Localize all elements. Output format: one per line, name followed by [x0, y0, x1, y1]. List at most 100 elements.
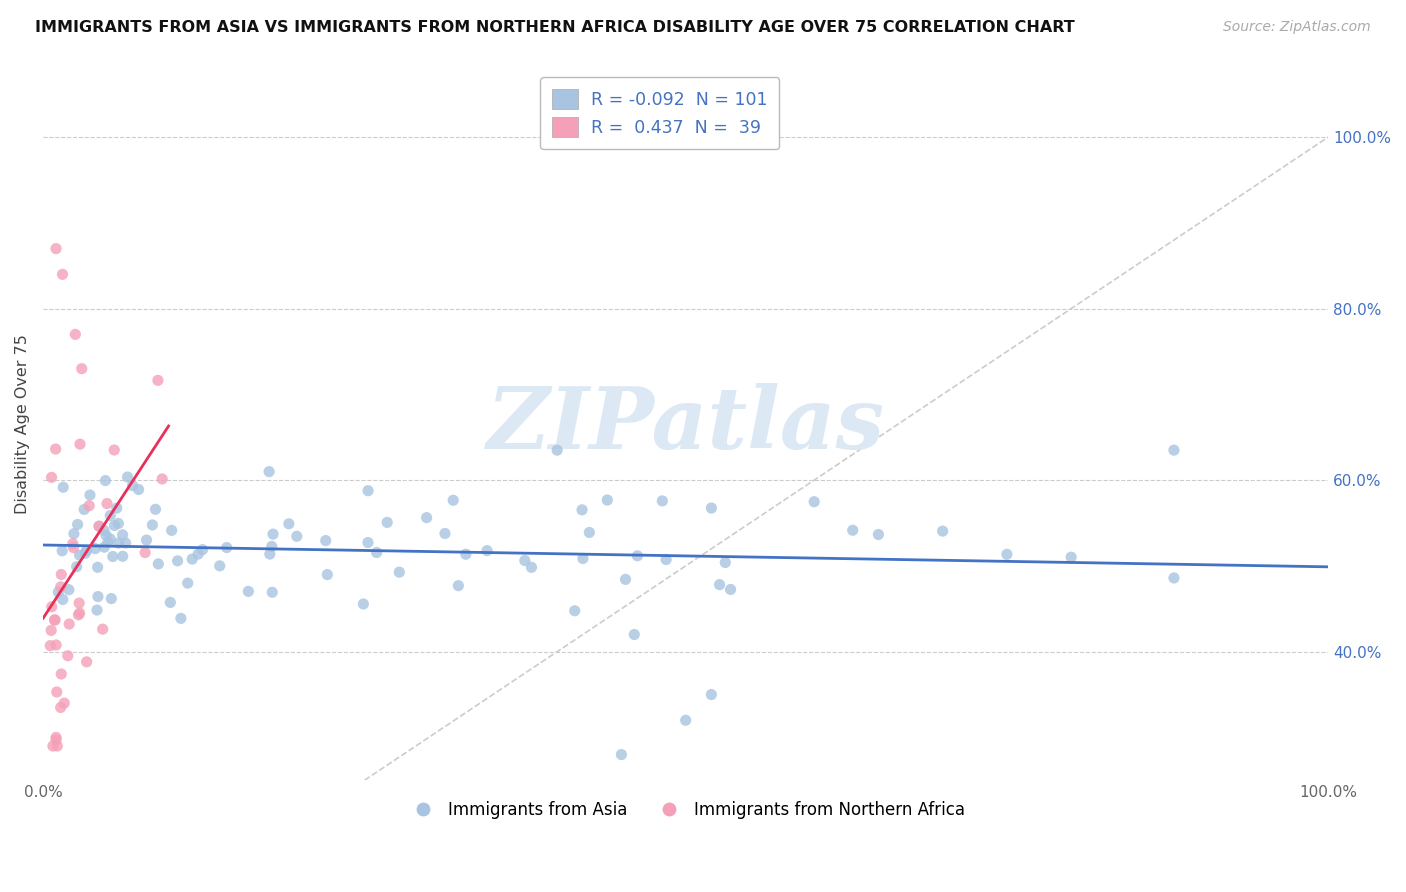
Point [45, 731, 67, 745]
Point [181, 552, 204, 566]
Point [1060, 550, 1083, 565]
Point [46, 739, 69, 753]
Point [62, 541, 84, 555]
Point [626, 549, 648, 563]
Point [63, 526, 86, 541]
Point [96, 497, 118, 511]
Point [117, 470, 139, 484]
Point [58, 617, 80, 632]
Point [433, 526, 456, 541]
Point [709, 577, 731, 591]
Point [357, 483, 380, 498]
Point [720, 582, 742, 597]
Point [995, 547, 1018, 561]
Point [610, 747, 633, 762]
Point [107, 536, 129, 550]
Point [44, 613, 66, 627]
Point [42, 739, 65, 753]
Point [86, 603, 108, 617]
Point [191, 542, 214, 557]
Point [375, 516, 398, 530]
Point [260, 540, 283, 554]
Point [546, 443, 568, 458]
Point [141, 517, 163, 532]
Point [93, 540, 115, 554]
Point [75, 546, 97, 560]
Point [94, 474, 117, 488]
Point [177, 576, 200, 591]
Point [655, 552, 678, 566]
Point [70, 361, 93, 376]
Point [87, 519, 110, 533]
Point [475, 543, 498, 558]
Point [41, 470, 63, 484]
Point [146, 373, 169, 387]
Point [257, 465, 280, 479]
Point [277, 516, 299, 531]
Point [73, 502, 96, 516]
Point [170, 611, 193, 625]
Point [700, 688, 723, 702]
Point [454, 547, 477, 561]
Point [572, 551, 595, 566]
Point [315, 533, 337, 548]
Point [69, 606, 91, 620]
Point [803, 494, 825, 508]
Point [76, 655, 98, 669]
Point [51, 268, 73, 282]
Point [49, 700, 72, 714]
Point [623, 627, 645, 641]
Text: ZIPatlas: ZIPatlas [486, 383, 884, 467]
Point [56, 648, 79, 663]
Point [160, 524, 183, 538]
Point [39, 624, 62, 638]
Point [45, 242, 67, 256]
Point [285, 529, 308, 543]
Point [700, 501, 723, 516]
Point [841, 523, 863, 537]
Point [41, 599, 63, 614]
Point [69, 437, 91, 451]
Point [159, 595, 181, 609]
Point [366, 545, 388, 559]
Point [259, 547, 281, 561]
Text: IMMIGRANTS FROM ASIA VS IMMIGRANTS FROM NORTHERN AFRICA DISABILITY AGE OVER 75 C: IMMIGRANTS FROM ASIA VS IMMIGRANTS FROM … [35, 20, 1076, 35]
Point [45, 685, 67, 699]
Point [316, 567, 339, 582]
Point [52, 592, 75, 607]
Point [148, 557, 170, 571]
Point [45, 732, 67, 747]
Point [868, 527, 890, 541]
Point [107, 516, 129, 531]
Point [111, 528, 134, 542]
Point [262, 527, 284, 541]
Point [67, 607, 90, 622]
Point [51, 544, 73, 558]
Point [66, 559, 89, 574]
Point [69, 548, 91, 562]
Point [94, 528, 117, 542]
Point [714, 556, 737, 570]
Point [62, 537, 84, 551]
Point [150, 472, 173, 486]
Point [513, 553, 536, 567]
Point [39, 639, 62, 653]
Point [84, 541, 107, 556]
Point [105, 501, 128, 516]
Point [86, 560, 108, 574]
Point [596, 493, 619, 508]
Point [134, 545, 156, 559]
Point [675, 713, 697, 727]
Point [97, 534, 120, 549]
Point [1163, 571, 1185, 585]
Point [49, 580, 72, 594]
Point [614, 572, 637, 586]
Point [441, 493, 464, 508]
Point [98, 532, 121, 546]
Point [89, 519, 111, 533]
Point [51, 667, 73, 681]
Point [262, 585, 284, 599]
Point [77, 499, 100, 513]
Point [58, 582, 80, 597]
Point [187, 547, 209, 561]
